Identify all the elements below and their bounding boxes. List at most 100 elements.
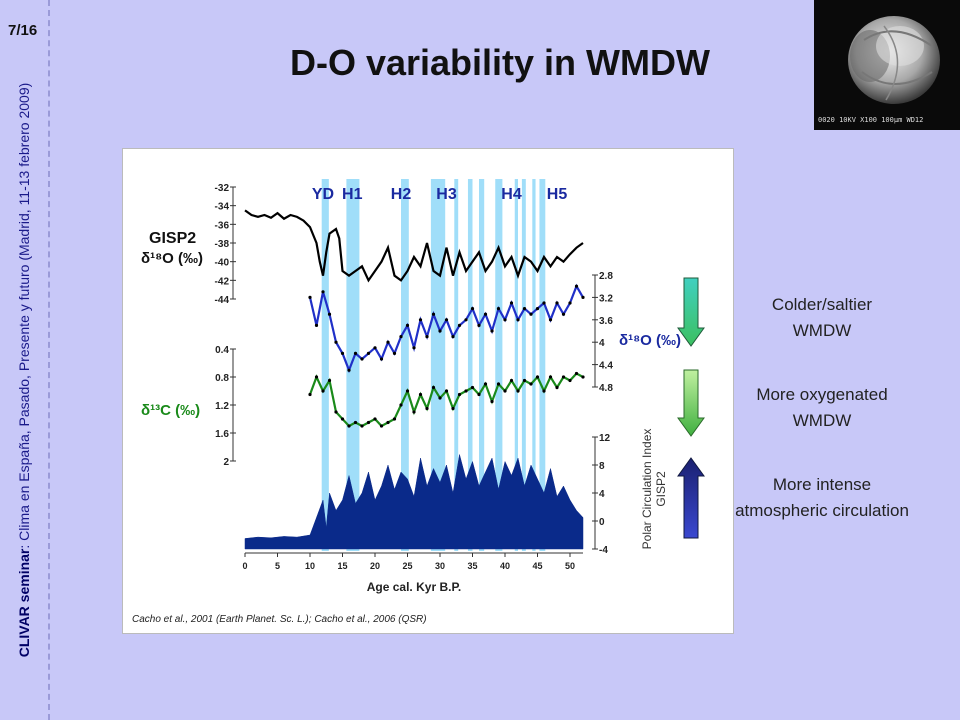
- series-point-1-30: [503, 318, 507, 322]
- event-label-h3: H3: [436, 186, 457, 203]
- series-point-1-24: [464, 318, 468, 322]
- series-point-2-33: [522, 378, 527, 383]
- series-point-2-20: [438, 396, 442, 400]
- gisp2-label: GISP2: [149, 230, 196, 247]
- panel2-tick-label-0: 0.4: [215, 345, 229, 356]
- series-point-1-33: [522, 307, 527, 311]
- series-point-1-34: [529, 312, 533, 316]
- x-tick-label-3: 15: [337, 561, 347, 571]
- series-point-2-34: [529, 382, 533, 386]
- series-point-2-38: [555, 385, 559, 390]
- panel0-tick-label-3: -38: [215, 239, 230, 250]
- event-band-0: [321, 179, 329, 551]
- series-point-1-27: [483, 312, 488, 316]
- series-point-2-0: [308, 392, 312, 397]
- series-point-1-42: [581, 295, 585, 299]
- legend-1-line1: Colder/saltier: [771, 295, 873, 314]
- polar-circulation-area: [244, 454, 584, 550]
- polar-index-label: Polar Circulation Index: [640, 429, 654, 550]
- event-label-h4: H4: [501, 186, 522, 203]
- series-point-2-13: [392, 417, 397, 421]
- series-point-1-8: [360, 357, 364, 361]
- legend-2-line1: More oxygenated: [756, 385, 888, 404]
- series-point-2-24: [464, 389, 468, 393]
- series-point-2-19: [431, 385, 436, 390]
- arrow-up-circulation-icon: [677, 457, 705, 539]
- event-band-1: [346, 179, 360, 551]
- series-point-2-35: [535, 375, 540, 379]
- series-point-1-25: [470, 307, 475, 311]
- series-point-1-4: [334, 340, 338, 344]
- event-band-10: [532, 179, 536, 551]
- series-point-1-39: [561, 312, 566, 316]
- series-point-1-13: [392, 351, 397, 355]
- series-point-2-9: [366, 420, 371, 425]
- photo-scale-label: 0020 10KV X100 100µm WD12: [818, 116, 924, 124]
- event-label-h1: H1: [342, 186, 363, 203]
- panel2-tick-label-4: 2: [223, 457, 229, 468]
- series-point-2-7: [353, 420, 358, 425]
- series-point-2-10: [373, 417, 377, 421]
- panel0-tick-label-2: -36: [215, 220, 230, 231]
- x-tick-label-2: 10: [305, 561, 315, 571]
- series-point-2-14: [399, 403, 403, 407]
- event-label-h5: H5: [547, 186, 568, 203]
- panel3-tick-label-4: -4: [599, 545, 608, 556]
- series-point-1-29: [496, 307, 501, 311]
- legend-atmospheric-circulation: More intense atmospheric circulation: [692, 472, 952, 524]
- series-point-1-41: [574, 284, 579, 288]
- series-point-1-18: [425, 335, 429, 339]
- x-tick-label-5: 25: [402, 561, 412, 571]
- series-point-1-11: [379, 357, 384, 361]
- series-point-1-26: [477, 323, 481, 327]
- series-point-1-23: [457, 323, 462, 327]
- event-band-11: [539, 179, 546, 551]
- panel3-tick-label-2: 4: [599, 489, 605, 500]
- seminar-caption-rest: : Clima en España, Pasado, Presente y fu…: [16, 82, 32, 549]
- series-point-2-36: [542, 389, 546, 393]
- polar-index-gisp2-label: GISP2: [654, 471, 668, 507]
- event-band-9: [521, 179, 526, 551]
- event-band-4: [454, 179, 459, 551]
- x-tick-label-0: 0: [242, 561, 247, 571]
- page-number: 7/16: [8, 22, 38, 39]
- series-point-1-36: [542, 301, 546, 305]
- foraminifera-shell-image: [848, 16, 940, 104]
- series-point-1-15: [405, 323, 410, 327]
- series-point-2-30: [503, 389, 507, 393]
- panel2-tick-label-2: 1.2: [215, 401, 229, 412]
- series-line-0: [244, 209, 584, 283]
- series-point-1-16: [412, 346, 416, 350]
- chart-panel: YD H1 H2 H3 H4 H5 -32 -34 -36 -38 -40 -42 -44 2.8 3.2 3…: [122, 148, 734, 634]
- legend-3-line1: More intense: [772, 475, 872, 494]
- series-point-2-37: [548, 375, 553, 379]
- series-point-1-19: [431, 312, 436, 316]
- series-point-1-31: [509, 301, 514, 305]
- series-point-2-29: [496, 382, 501, 386]
- seminar-caption: CLIVAR seminar: Clima en España, Pasado,…: [16, 30, 32, 710]
- sidebar: 7/16 CLIVAR seminar: Clima en España, Pa…: [0, 0, 50, 720]
- series-point-1-28: [490, 329, 494, 333]
- foraminifera-photo: 0020 10KV X100 100µm WD12: [814, 0, 960, 130]
- arrow-down-colder-icon: [677, 277, 705, 347]
- series-point-2-25: [470, 385, 475, 390]
- panel0-tick-label-4: -40: [215, 258, 230, 269]
- panel1-tick-label-3: 4: [599, 338, 605, 349]
- series-point-1-3: [327, 312, 332, 316]
- series-point-1-38: [555, 301, 559, 305]
- series-point-2-26: [477, 392, 481, 397]
- series-point-2-16: [412, 410, 416, 414]
- series-point-1-10: [373, 346, 377, 350]
- legend-1-line2: WMDW: [792, 321, 852, 340]
- x-tick-label-7: 35: [467, 561, 477, 571]
- panel1-tick-label-0: 2.8: [599, 271, 613, 282]
- series-point-1-6: [347, 368, 351, 372]
- d13c-label: δ¹³C (‰): [141, 402, 200, 419]
- panel2-tick-label-3: 1.6: [215, 429, 229, 440]
- series-point-2-28: [490, 399, 494, 404]
- panel3-tick-label-0: 12: [599, 433, 611, 444]
- series-point-1-22: [451, 335, 455, 339]
- series-point-2-41: [574, 371, 579, 376]
- gisp2-d18o-label: δ¹⁸O (‰): [141, 250, 203, 267]
- series-point-2-23: [457, 392, 462, 397]
